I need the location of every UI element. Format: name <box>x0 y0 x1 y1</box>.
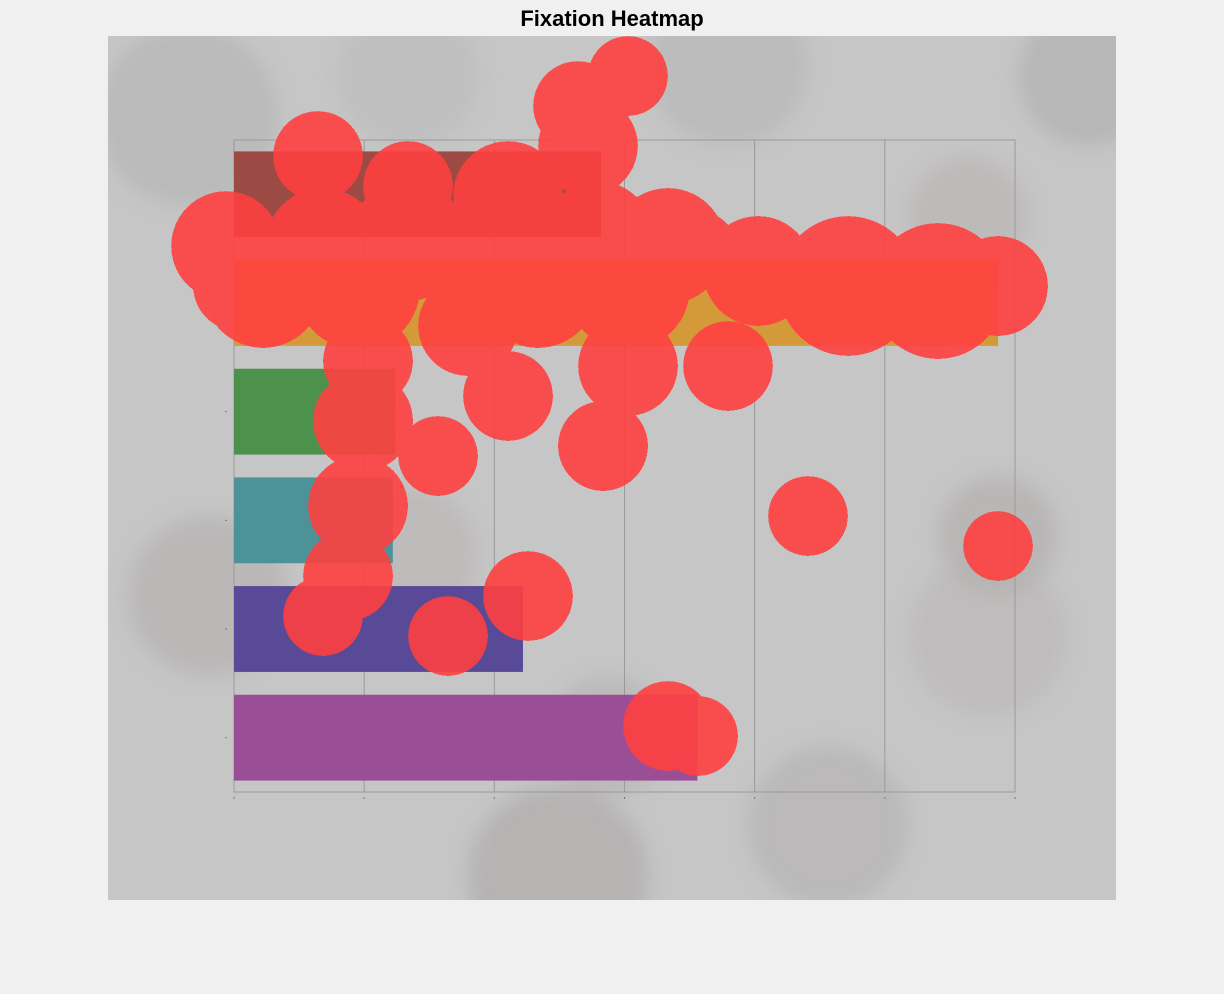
heatmap-svg <box>108 36 1116 900</box>
chart-title: Fixation Heatmap <box>520 6 704 31</box>
bar <box>234 694 698 781</box>
fixation-heat-overlay <box>171 36 1048 776</box>
stimulus-figure <box>108 36 1116 900</box>
